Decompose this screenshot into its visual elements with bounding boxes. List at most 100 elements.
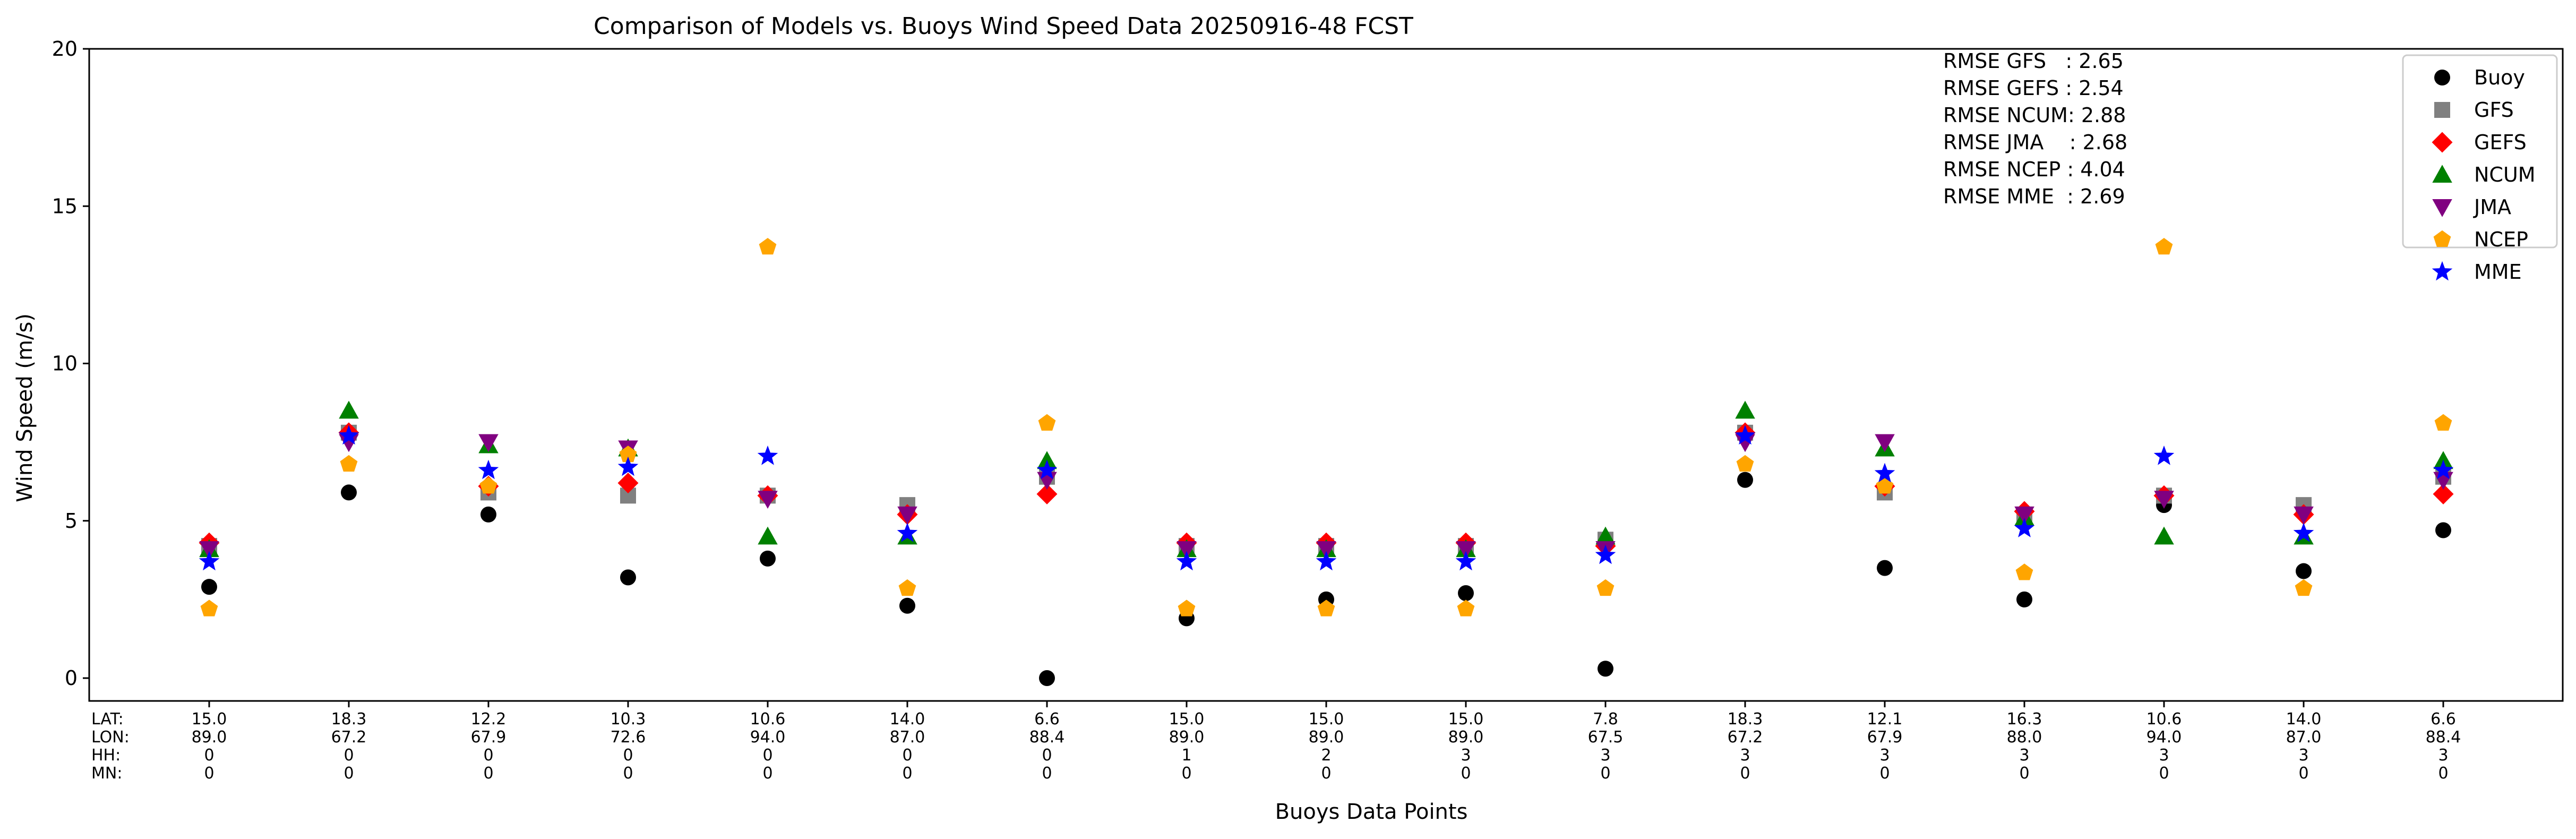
point-buoy <box>1877 560 1893 576</box>
point-mme <box>2014 518 2035 537</box>
legend-label: Buoy <box>2474 66 2525 89</box>
x-tick-label: 0 <box>344 764 354 783</box>
x-axis-label: Buoys Data Points <box>1275 800 1468 824</box>
point-mme <box>199 551 220 571</box>
point-jma <box>897 506 917 525</box>
y-tick-label: 5 <box>65 509 78 533</box>
rmse-line: RMSE GEFS : 2.54 <box>1943 76 2124 100</box>
x-tick-label: 0 <box>1740 764 1750 783</box>
x-tick-label: 67.5 <box>1588 728 1624 747</box>
point-jma <box>758 491 778 509</box>
x-tick-label: 0 <box>483 764 493 783</box>
x-tick-label: 0 <box>762 764 772 783</box>
point-jma <box>478 434 499 452</box>
point-ncep <box>2295 579 2313 596</box>
point-buoy <box>1458 585 1474 602</box>
x-tick-label: 87.0 <box>2286 728 2322 747</box>
x-axis-buoy-info: LAT:LON:HH:MN:15.089.00018.367.20012.267… <box>91 701 2461 783</box>
rmse-line: RMSE NCEP : 4.04 <box>1943 158 2125 181</box>
x-tick-label: 0 <box>902 764 912 783</box>
legend-marker-mme <box>2432 261 2453 281</box>
point-ncep <box>340 455 358 472</box>
y-axis-label: Wind Speed (m/s) <box>13 313 37 502</box>
point-mme <box>617 456 639 476</box>
point-jma <box>2154 491 2174 509</box>
point-buoy <box>1039 670 1055 686</box>
point-jma <box>1316 541 1336 559</box>
point-mme <box>2293 523 2314 542</box>
x-tick-label: 3 <box>2019 746 2029 765</box>
point-buoy <box>2435 522 2451 538</box>
data-points <box>199 238 2454 686</box>
x-tick-label: 14.0 <box>890 710 925 729</box>
point-jma <box>199 541 219 559</box>
x-tick-label: 0 <box>623 746 633 765</box>
point-jma <box>339 434 359 452</box>
row-label: LAT: <box>91 710 124 729</box>
legend-label: NCUM <box>2474 163 2536 186</box>
x-tick-label: 10.3 <box>611 710 646 729</box>
y-tick-label: 0 <box>65 666 78 690</box>
point-gefs <box>2433 483 2454 504</box>
x-tick-label: 10.6 <box>2146 710 2182 729</box>
legend-label: GEFS <box>2474 131 2527 154</box>
x-tick-label: 3 <box>1461 746 1471 765</box>
point-ncum <box>1735 400 1755 419</box>
x-tick-label: 89.0 <box>1309 728 1344 747</box>
point-ncum <box>2154 526 2174 545</box>
x-tick-label: 88.4 <box>1029 728 1065 747</box>
x-tick-label: 89.0 <box>1448 728 1484 747</box>
x-tick-label: 0 <box>2298 764 2308 783</box>
point-ncep <box>2155 238 2173 255</box>
legend-label: JMA <box>2473 195 2511 219</box>
point-ncep <box>2015 563 2033 580</box>
x-tick-label: 0 <box>344 746 354 765</box>
rmse-annotation: RMSE GFS : 2.65 RMSE GEFS : 2.54 RMSE NCUM… <box>1943 49 2127 208</box>
x-tick-label: 0 <box>204 746 214 765</box>
point-ncep <box>1876 477 1894 494</box>
x-tick-label: 94.0 <box>750 728 786 747</box>
x-tick-label: 3 <box>2159 746 2169 765</box>
point-jma <box>2014 506 2034 525</box>
x-tick-label: 0 <box>902 746 912 765</box>
point-ncep <box>1038 414 1056 431</box>
x-tick-label: 0 <box>1600 764 1610 783</box>
x-tick-label: 0 <box>204 764 214 783</box>
point-ncep <box>898 579 916 596</box>
point-mme <box>1036 459 1058 480</box>
y-tick-label: 10 <box>52 352 78 375</box>
x-tick-label: 87.0 <box>890 728 925 747</box>
point-gefs <box>1036 483 1058 504</box>
rmse-line: RMSE JMA : 2.68 <box>1943 131 2127 154</box>
x-tick-label: 0 <box>1879 764 1890 783</box>
x-tick-label: 7.8 <box>1593 710 1618 729</box>
legend-label: NCEP <box>2474 228 2528 251</box>
point-ncep <box>1736 455 1754 472</box>
point-mme <box>897 523 918 542</box>
point-buoy <box>480 506 496 523</box>
x-tick-label: 0 <box>1461 764 1471 783</box>
x-tick-label: 16.3 <box>2007 710 2042 729</box>
x-tick-label: 94.0 <box>2146 728 2182 747</box>
point-ncum <box>1595 526 1616 545</box>
x-tick-label: 0 <box>623 764 633 783</box>
point-ncep <box>1596 579 1615 596</box>
x-tick-label: 12.1 <box>1867 710 1903 729</box>
x-tick-label: 2 <box>1321 746 1331 765</box>
x-tick-label: 6.6 <box>1034 710 1060 729</box>
x-tick-label: 0 <box>1042 764 1052 783</box>
point-ncum <box>339 400 359 419</box>
plot-frame <box>88 48 2564 702</box>
legend-marker-gefs <box>2432 132 2453 153</box>
x-tick-label: 3 <box>2298 746 2308 765</box>
rmse-line: RMSE MME : 2.69 <box>1943 185 2125 208</box>
point-buoy <box>899 597 915 614</box>
x-tick-label: 0 <box>2019 764 2029 783</box>
x-tick-label: 67.2 <box>1728 728 1763 747</box>
rmse-line: RMSE GFS : 2.65 <box>1943 49 2124 73</box>
x-tick-label: 12.2 <box>471 710 506 729</box>
legend-label: MME <box>2474 260 2522 284</box>
row-label: HH: <box>91 746 121 765</box>
x-tick-label: 0 <box>1042 746 1052 765</box>
